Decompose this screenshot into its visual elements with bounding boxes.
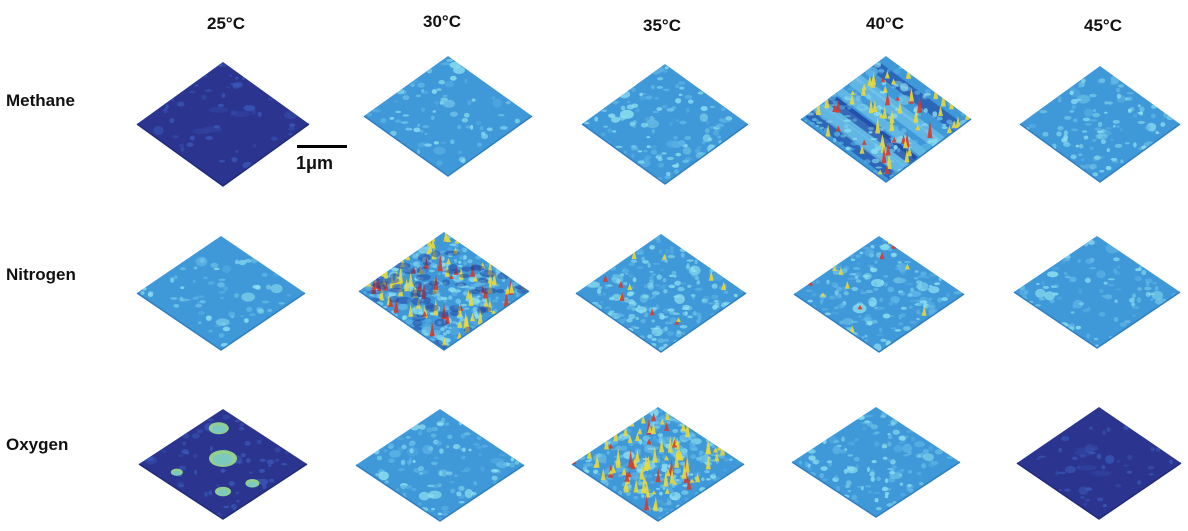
column-header-30c: 30°C xyxy=(423,12,461,31)
row-label-nitrogen: Nitrogen xyxy=(6,265,76,284)
afm-surface-methane-35c xyxy=(581,64,749,185)
afm-surface-nitrogen-30c xyxy=(358,232,530,351)
afm-surface-nitrogen-40c xyxy=(793,236,965,353)
afm-surface-methane-40c xyxy=(800,56,972,183)
afm-surface-methane-45c xyxy=(1019,66,1181,183)
column-header-35c: 35°C xyxy=(643,16,681,35)
afm-surface-oxygen-30c xyxy=(355,409,525,522)
afm-surface-oxygen-35c xyxy=(571,407,745,522)
column-header-25c: 25°C xyxy=(207,14,245,33)
column-header-45c: 45°C xyxy=(1084,16,1122,35)
afm-surface-methane-25c xyxy=(136,62,310,187)
scale-bar-label: 1μm xyxy=(296,153,334,173)
afm-surface-nitrogen-35c xyxy=(575,234,747,353)
afm-surface-methane-30c xyxy=(363,56,533,177)
row-label-methane: Methane xyxy=(6,91,75,110)
column-header-40c: 40°C xyxy=(866,14,904,33)
afm-surface-oxygen-45c xyxy=(1016,407,1182,520)
afm-surface-oxygen-40c xyxy=(791,407,961,518)
afm-surface-nitrogen-25c xyxy=(136,236,306,351)
afm-surface-nitrogen-45c xyxy=(1013,236,1181,349)
afm-surface-oxygen-25c xyxy=(138,409,308,520)
scale-bar xyxy=(297,145,347,148)
row-label-oxygen: Oxygen xyxy=(6,435,69,454)
